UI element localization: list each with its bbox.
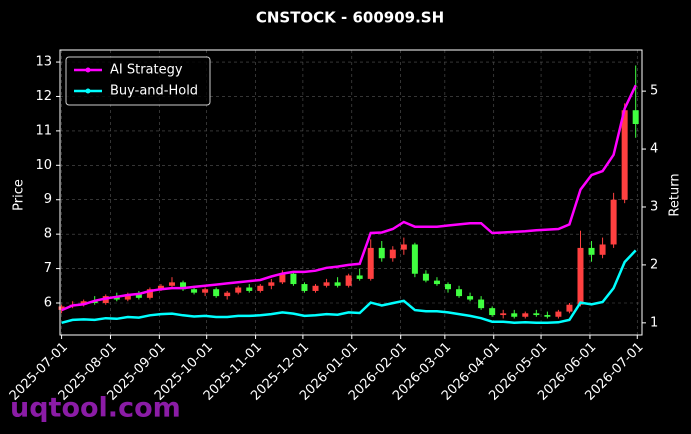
candle-body (411, 244, 418, 274)
candle-body (422, 273, 429, 281)
y2-axis-label: Return (668, 173, 683, 216)
legend-label: Buy-and-Hold (110, 84, 198, 99)
candle-body (511, 313, 518, 317)
candle-body (599, 244, 606, 255)
candle-body (621, 110, 628, 200)
candle-body (168, 282, 175, 286)
candle-body (191, 289, 198, 293)
line-series (61, 249, 637, 325)
candle-body (334, 282, 341, 286)
candle-body (202, 289, 209, 293)
chart-title: CNSTOCK - 600909.SH (256, 9, 444, 27)
candle-body (356, 275, 363, 279)
y2-tick-label: 4 (650, 142, 658, 157)
candle-body (124, 294, 131, 300)
candle-body (610, 199, 617, 245)
candle-body (588, 247, 595, 255)
candle-body (522, 313, 529, 317)
candle-body (489, 308, 496, 316)
candle-body (577, 247, 584, 305)
candle-body (433, 280, 440, 285)
candle-body (367, 247, 374, 279)
candle-body (566, 304, 573, 312)
candle-body (157, 285, 164, 290)
y-tick-label: 13 (35, 55, 52, 70)
candle-body (80, 301, 87, 305)
legend-marker (85, 88, 91, 94)
plot-frame (59, 49, 643, 336)
y-axis-label: Price (12, 179, 27, 211)
y-tick-label: 12 (35, 89, 52, 104)
y2-tick-label: 2 (650, 257, 658, 272)
candle-body (555, 311, 562, 317)
y2-tick-label: 3 (650, 199, 658, 214)
candle-body (389, 249, 396, 259)
candle-body (500, 313, 507, 316)
candle-body (533, 313, 540, 316)
line-series (61, 84, 637, 312)
candle-body (224, 292, 231, 297)
y-tick-label: 11 (35, 123, 52, 138)
candle-body (323, 282, 330, 286)
candle-body (246, 287, 253, 291)
candle-body (632, 110, 639, 125)
candle-body (456, 289, 463, 297)
candle-body (378, 247, 385, 259)
candle-body (146, 289, 153, 298)
candle-body (135, 294, 142, 298)
y2-tick-label: 1 (650, 315, 658, 330)
y-tick-label: 9 (44, 192, 52, 207)
candle-body (478, 299, 485, 309)
candle-body (213, 289, 220, 297)
candle-body (345, 275, 352, 286)
y-tick-label: 10 (35, 158, 52, 173)
candle-body (290, 273, 297, 285)
candle-body (268, 282, 275, 286)
candle-body (279, 273, 286, 283)
candle-body (544, 315, 551, 317)
legend-marker (85, 67, 91, 73)
candle-body (257, 285, 264, 291)
legend-label: AI Strategy (110, 63, 183, 78)
candle-body (180, 282, 187, 290)
candle-body (312, 285, 319, 291)
y-tick-label: 7 (44, 261, 52, 276)
candle-body (400, 244, 407, 250)
watermark: uqtool.com (10, 393, 181, 424)
candle-body (58, 306, 65, 310)
candle-body (467, 296, 474, 300)
y-tick-label: 6 (44, 295, 52, 310)
candle-body (235, 287, 242, 293)
y2-tick-label: 5 (650, 84, 658, 99)
candle-body (91, 301, 98, 303)
y-tick-label: 8 (44, 227, 52, 242)
candle-body (301, 284, 308, 291)
candle-body (445, 284, 451, 290)
